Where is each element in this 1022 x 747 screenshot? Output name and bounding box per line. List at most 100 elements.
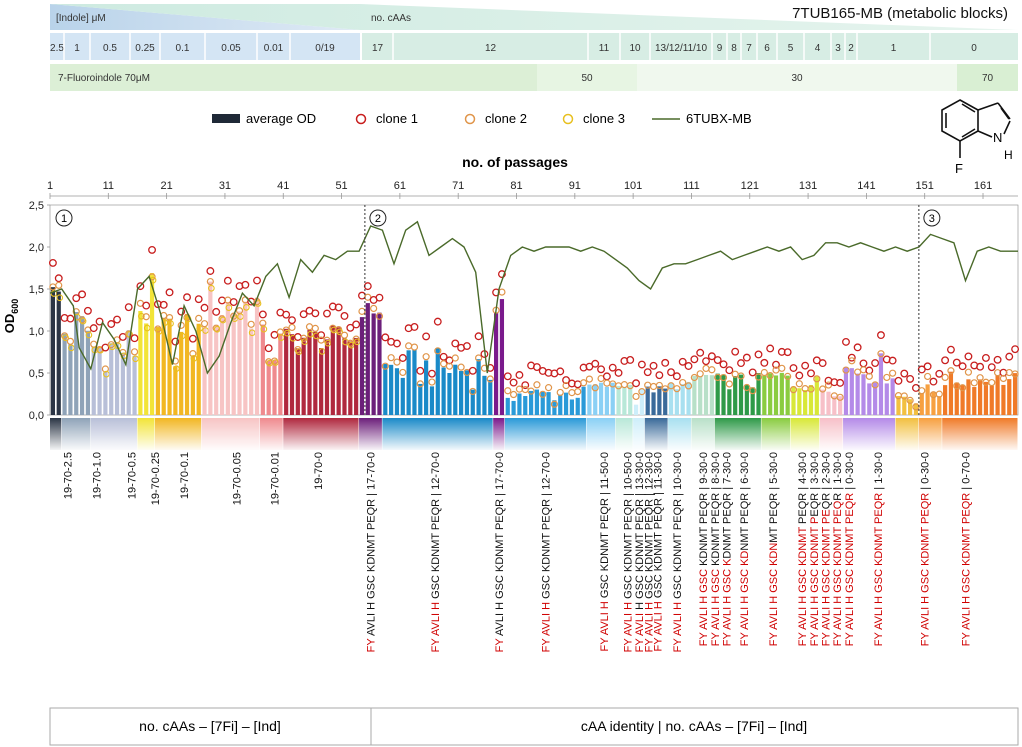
od-bar <box>371 313 376 415</box>
caa-identity-black: | 0-30-0 <box>844 452 856 493</box>
od-bar <box>237 311 242 415</box>
y-axis-title-sub: 600 <box>10 299 20 314</box>
clone1-point <box>964 352 973 361</box>
clone1-point <box>288 316 296 325</box>
clone1-point <box>888 356 897 365</box>
od-bar <box>284 328 289 415</box>
clone1-point <box>573 380 582 389</box>
clone2-point <box>405 342 413 350</box>
clone1-point <box>795 371 804 380</box>
footer-left-label: no. cAAs – [7Fi] – [Ind] <box>139 718 281 734</box>
od-bar <box>779 372 784 415</box>
od-bar <box>977 379 983 415</box>
clone2-point <box>568 389 576 397</box>
clone1-point <box>626 356 635 364</box>
od-bar <box>663 388 668 415</box>
od-bar <box>418 383 423 415</box>
phase-marker-label: 2 <box>375 213 381 225</box>
clone1-point <box>439 352 448 361</box>
od-bar <box>954 382 959 415</box>
caa-identity-red: FY AVLI H <box>599 601 611 651</box>
od-bar <box>919 393 924 415</box>
od-bar <box>908 399 913 415</box>
clone2-point <box>807 385 815 393</box>
od-bar <box>179 331 184 415</box>
clone1-point <box>737 359 745 368</box>
clone1-point <box>410 322 419 331</box>
clone1-point <box>532 363 541 371</box>
condition-label: FY AVLI H GSC KDNMT PEQR | 11-30-0 <box>653 452 665 652</box>
clone2-point <box>340 331 349 339</box>
caa-identity-black: GSC KDNMT PEQR | 11-50-0 <box>599 452 611 601</box>
header-wedges <box>50 4 1018 30</box>
clone2-point <box>300 334 308 342</box>
od-bar <box>202 326 207 415</box>
caa-identity-black: GSC KDNMT PEQR | 12-30-0 <box>643 452 655 602</box>
od-bar <box>389 364 394 415</box>
caa-identity-red: FY <box>366 638 378 653</box>
clone1-point <box>544 368 553 377</box>
od-bar <box>622 387 627 415</box>
od-bar <box>797 388 802 415</box>
clone1-point <box>602 372 611 381</box>
caa-count-value: 17 <box>372 43 384 54</box>
clone3-point <box>167 320 174 327</box>
clone2-point <box>142 313 150 321</box>
clone2-point <box>679 378 687 387</box>
od-bar <box>639 388 644 415</box>
x-tick-label: 51 <box>335 180 347 192</box>
caa-identity-red: FY AVLI H GSC K <box>721 558 733 646</box>
clone1-point <box>78 290 87 299</box>
caa-identity-red: FY AVLI H GSC KDNMT PEQR <box>920 493 932 646</box>
clone1-point <box>515 371 524 379</box>
od-bar <box>254 297 260 415</box>
clone2-point <box>865 372 873 380</box>
od-bar <box>727 389 732 415</box>
od-bar <box>97 346 102 415</box>
od-bar <box>791 386 796 415</box>
od-bar <box>633 404 639 415</box>
clone1-point <box>760 358 769 367</box>
clone2-point <box>358 307 366 315</box>
clone1-point <box>562 376 571 385</box>
fluoroindole-value: 30 <box>791 73 803 84</box>
od-bar <box>657 386 662 415</box>
clone1-point <box>416 366 425 375</box>
clone1-point <box>871 359 880 367</box>
od-bar <box>820 389 825 415</box>
clone1-point <box>130 334 139 343</box>
condition-label-text: 19-70-0 <box>313 452 325 490</box>
clone1-point <box>363 282 372 291</box>
clone1-point <box>830 378 839 387</box>
clone1-point <box>474 332 483 341</box>
od-bar <box>167 318 172 415</box>
clone2-point <box>947 367 955 375</box>
od-bar <box>756 373 761 415</box>
condition-label: FY AVLI H GSC KDNMT PEQR | 8-30-0 <box>710 452 722 646</box>
clone1-point <box>742 353 751 362</box>
clone1-point <box>952 358 961 367</box>
clone1-point <box>748 368 757 377</box>
od-bar <box>383 363 388 415</box>
clone1-point <box>976 362 985 371</box>
x-tick-label: 111 <box>683 180 700 192</box>
caa-identity-red: FY AVLI H <box>643 602 655 652</box>
od-bar <box>499 299 505 415</box>
legend-avg-swatch <box>212 114 240 123</box>
indole-value: 1 <box>74 43 80 54</box>
od-bar <box>995 375 1000 415</box>
fluoroindole-segment <box>537 64 637 91</box>
od-bar <box>913 403 919 415</box>
od-bar <box>587 384 592 415</box>
condition-label: FY AVLI H GSC KDNMT PEQR | 7-30-0 <box>721 452 733 646</box>
clone1-point <box>270 330 279 339</box>
od-bar <box>628 384 633 415</box>
od-bar <box>459 371 464 415</box>
clone2-point <box>988 378 996 387</box>
clone2-point <box>200 320 209 328</box>
condition-label: FY AVLI H GSC KDNMT PEQR | 0-30-0 <box>920 452 932 646</box>
clone1-point <box>323 309 331 318</box>
clone2-point <box>900 392 908 400</box>
clone1-point <box>591 359 600 368</box>
clone2-point <box>970 379 978 387</box>
